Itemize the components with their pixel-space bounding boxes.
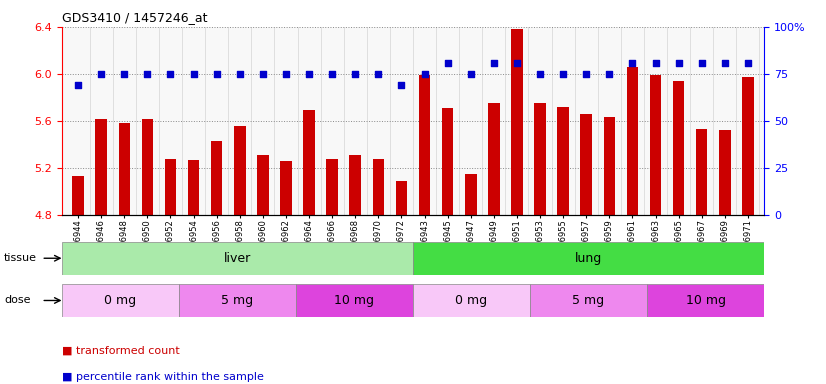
Bar	[442, 108, 453, 215]
Bar	[349, 155, 361, 215]
Bar	[141, 119, 153, 215]
Point	[603, 71, 616, 77]
Bar	[303, 110, 315, 215]
Text: tissue: tissue	[4, 253, 37, 263]
Point	[210, 71, 223, 77]
Bar	[296, 284, 413, 317]
Bar	[413, 284, 530, 317]
Bar	[280, 161, 292, 215]
Text: 0 mg: 0 mg	[104, 294, 136, 307]
Bar	[696, 129, 707, 215]
Bar	[373, 159, 384, 215]
Text: ■ percentile rank within the sample: ■ percentile rank within the sample	[62, 372, 263, 382]
Bar	[73, 176, 84, 215]
Text: 10 mg: 10 mg	[335, 294, 374, 307]
Point	[441, 60, 454, 66]
Bar	[673, 81, 685, 215]
Bar	[419, 75, 430, 215]
Point	[464, 71, 477, 77]
Point	[72, 82, 85, 88]
Text: ■ transformed count: ■ transformed count	[62, 346, 180, 356]
Point	[649, 60, 662, 66]
Text: 5 mg: 5 mg	[221, 294, 254, 307]
Bar	[62, 242, 413, 275]
Bar	[396, 181, 407, 215]
Bar	[257, 155, 268, 215]
Bar	[719, 131, 730, 215]
Bar	[179, 284, 296, 317]
Bar	[534, 103, 546, 215]
Point	[580, 71, 593, 77]
Point	[672, 60, 686, 66]
Bar	[164, 159, 176, 215]
Bar	[558, 107, 569, 215]
Bar	[627, 67, 638, 215]
Point	[164, 71, 177, 77]
Bar	[650, 75, 662, 215]
Bar	[604, 118, 615, 215]
Text: liver: liver	[224, 252, 251, 265]
Point	[256, 71, 269, 77]
Point	[418, 71, 431, 77]
Point	[325, 71, 339, 77]
Point	[95, 71, 108, 77]
Point	[695, 60, 709, 66]
Bar	[234, 126, 245, 215]
Text: 0 mg: 0 mg	[455, 294, 487, 307]
Bar	[96, 119, 107, 215]
Bar	[581, 114, 592, 215]
Bar	[188, 160, 199, 215]
Point	[279, 71, 292, 77]
Point	[349, 71, 362, 77]
Text: 5 mg: 5 mg	[572, 294, 605, 307]
Point	[372, 71, 385, 77]
Bar	[488, 103, 500, 215]
Point	[557, 71, 570, 77]
Text: lung: lung	[575, 252, 602, 265]
Point	[626, 60, 639, 66]
Bar	[326, 159, 338, 215]
Point	[395, 82, 408, 88]
Bar	[211, 141, 222, 215]
Point	[233, 71, 246, 77]
Point	[741, 60, 754, 66]
Bar	[530, 284, 647, 317]
Bar	[119, 123, 130, 215]
Bar	[465, 174, 477, 215]
Text: dose: dose	[4, 295, 31, 306]
Bar	[647, 284, 764, 317]
Point	[140, 71, 154, 77]
Point	[487, 60, 501, 66]
Bar	[62, 284, 179, 317]
Point	[187, 71, 200, 77]
Point	[534, 71, 547, 77]
Bar	[742, 78, 753, 215]
Text: GDS3410 / 1457246_at: GDS3410 / 1457246_at	[62, 12, 207, 25]
Bar	[413, 242, 764, 275]
Point	[302, 71, 316, 77]
Point	[510, 60, 524, 66]
Point	[718, 60, 731, 66]
Text: 10 mg: 10 mg	[686, 294, 725, 307]
Point	[117, 71, 131, 77]
Bar	[511, 29, 523, 215]
